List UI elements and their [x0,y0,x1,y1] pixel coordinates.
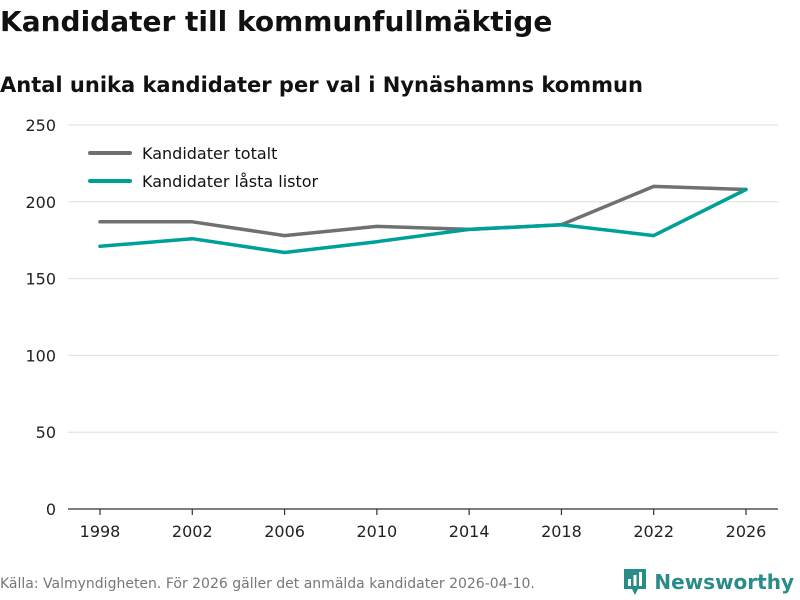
source-note: Källa: Valmyndigheten. För 2026 gäller d… [0,576,535,592]
y-tick-label-50: 50 [36,423,56,442]
brand-logo: Newsworthy [622,567,794,597]
legend-label-0: Kandidater totalt [142,144,277,163]
legend: Kandidater totalt Kandidater låsta listor [88,144,319,191]
x-tick-label-2002: 2002 [172,522,213,541]
x-tick-label-2014: 2014 [449,522,490,541]
x-tick-label-2026: 2026 [726,522,767,541]
legend-label-1: Kandidater låsta listor [142,172,319,191]
series-line-kandidater-totalt [98,184,748,238]
y-tick-label-0: 0 [46,500,56,519]
brand-name: Newsworthy [654,570,794,594]
series-line-kandidater-lasta-listor [98,187,748,255]
series-lines [98,184,748,255]
x-axis: 1998 2002 2006 2010 2014 2018 2022 2026 [68,508,778,541]
x-tick-label-2018: 2018 [541,522,582,541]
y-tick-label-200: 200 [25,193,56,212]
x-tick-label-2010: 2010 [356,522,397,541]
chart-title: Kandidater till kommunfullmäktige [0,5,553,38]
chart-subtitle: Antal unika kandidater per val i Nynäsha… [0,73,643,97]
y-tick-label-100: 100 [25,346,56,365]
line-chart: 0 50 100 150 200 250 1998 2002 2006 2010 2014 2018… [25,116,778,541]
y-tick-label-150: 150 [25,270,56,289]
y-tick-label-250: 250 [25,116,56,135]
gridlines [68,124,778,433]
y-axis-ticks: 0 50 100 150 200 250 [25,116,56,519]
newsworthy-logo-icon [624,569,647,595]
x-tick-label-2006: 2006 [264,522,305,541]
x-tick-label-1998: 1998 [80,522,121,541]
x-tick-label-2022: 2022 [633,522,674,541]
